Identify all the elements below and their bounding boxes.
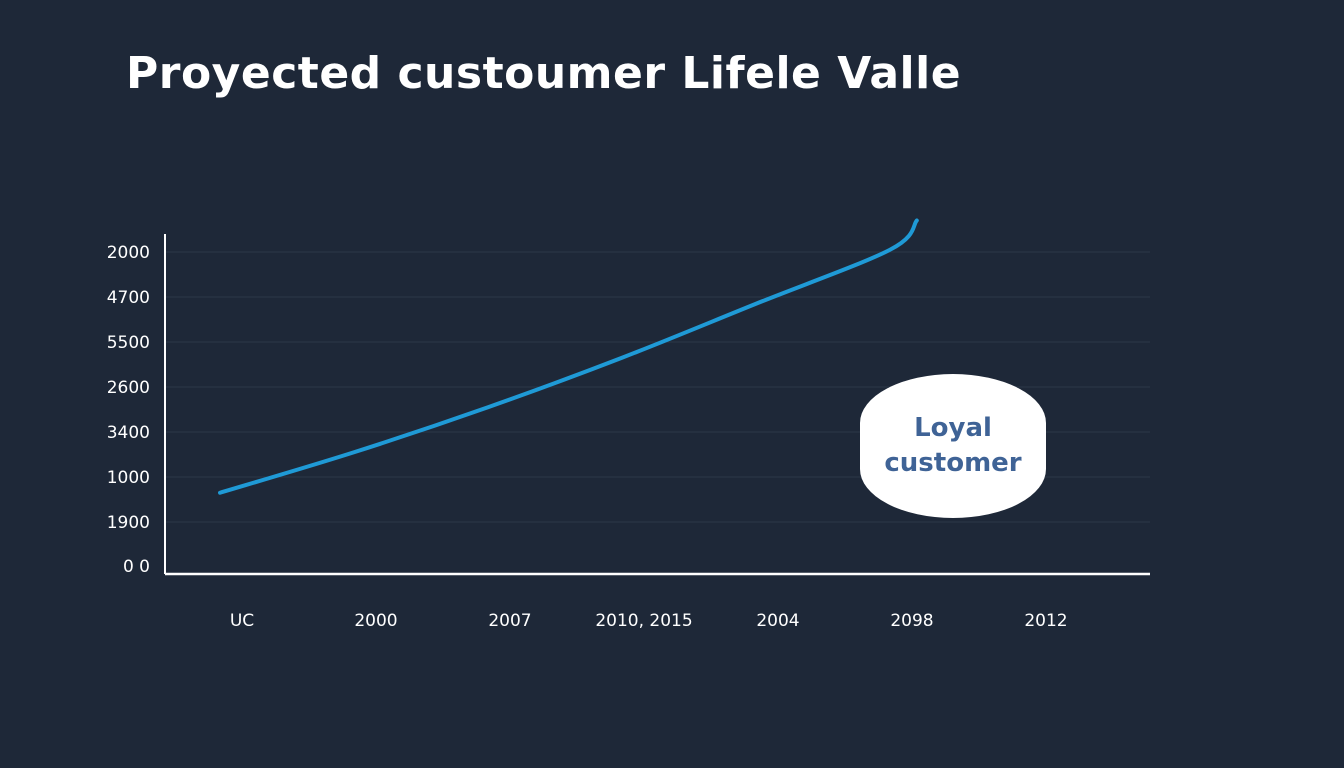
x-tick-label: 2007 (488, 611, 531, 631)
y-tick-label: 4700 (107, 288, 150, 308)
y-tick-label: 0 0 (123, 557, 150, 577)
y-tick-label: 5500 (107, 333, 150, 353)
y-tick-label: 2600 (107, 378, 150, 398)
x-tick-label: UC (230, 611, 254, 631)
x-tick-label: 2000 (354, 611, 397, 631)
y-tick-labels: 2000 4700 5500 2600 3400 1000 1900 0 0 (107, 243, 150, 577)
y-tick-label: 1000 (107, 468, 150, 488)
y-tick-label: 3400 (107, 423, 150, 443)
series-line (218, 218, 919, 495)
x-tick-label: 2004 (756, 611, 799, 631)
y-tick-label: 2000 (107, 243, 150, 263)
chart-title: Proyected custoumer Lifele Valle (126, 48, 962, 99)
y-tick-label: 1900 (107, 513, 150, 533)
x-tick-labels: UC 2000 2007 2010, 2015 2004 2098 2012 (230, 611, 1068, 631)
series-layer (218, 218, 919, 495)
loyal-customer-callout: Loyal customer (860, 374, 1046, 518)
x-tick-label: 2012 (1024, 611, 1067, 631)
callout-label: Loyal customer (884, 412, 1022, 478)
x-tick-label: 2010, 2015 (595, 611, 692, 631)
x-tick-label: 2098 (890, 611, 933, 631)
